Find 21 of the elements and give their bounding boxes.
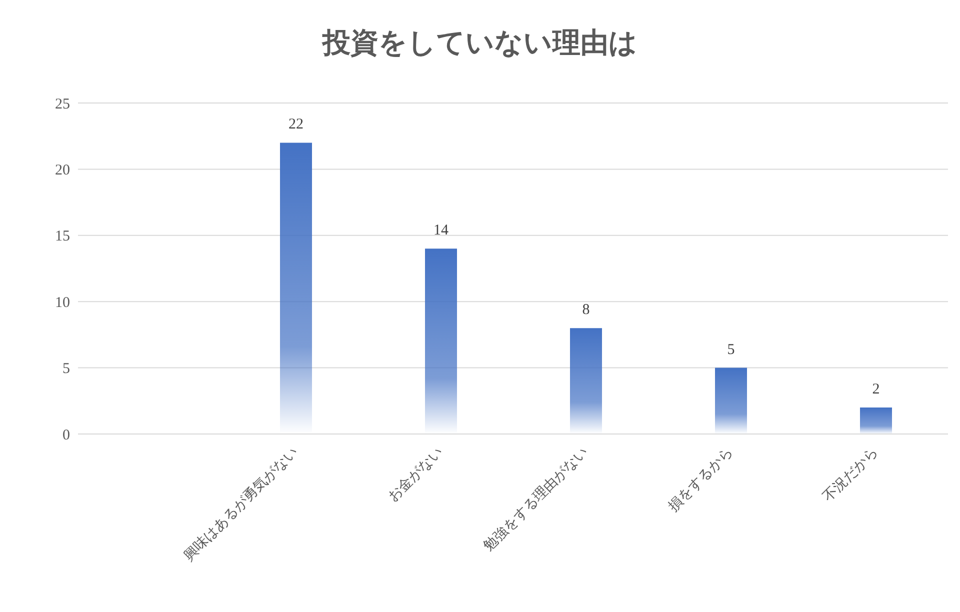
data-label: 22 xyxy=(288,116,304,133)
y-tick-label: 5 xyxy=(62,361,70,378)
x-tick-label: お金がない xyxy=(385,444,446,506)
bar xyxy=(860,408,892,434)
y-tick-label: 0 xyxy=(62,427,70,444)
data-label: 2 xyxy=(872,382,880,398)
x-tick-label: 不況だから xyxy=(820,444,882,506)
data-label: 14 xyxy=(434,222,449,239)
x-tick-label: 損をするから xyxy=(665,444,736,515)
bar xyxy=(570,328,602,434)
bar xyxy=(715,368,747,434)
bar xyxy=(425,248,457,434)
data-label: 8 xyxy=(582,302,590,318)
chart-title: 投資をしていない理由は xyxy=(320,25,638,61)
y-tick-label: 10 xyxy=(55,294,70,311)
x-tick-label: 勉強をする理由がない xyxy=(480,444,592,555)
y-tick-label: 25 xyxy=(55,96,70,112)
y-tick-label: 20 xyxy=(55,162,70,179)
x-tick-label: 興味はあるが勇気がない xyxy=(180,444,302,564)
data-label: 5 xyxy=(727,342,735,358)
y-tick-label: 15 xyxy=(55,228,70,245)
